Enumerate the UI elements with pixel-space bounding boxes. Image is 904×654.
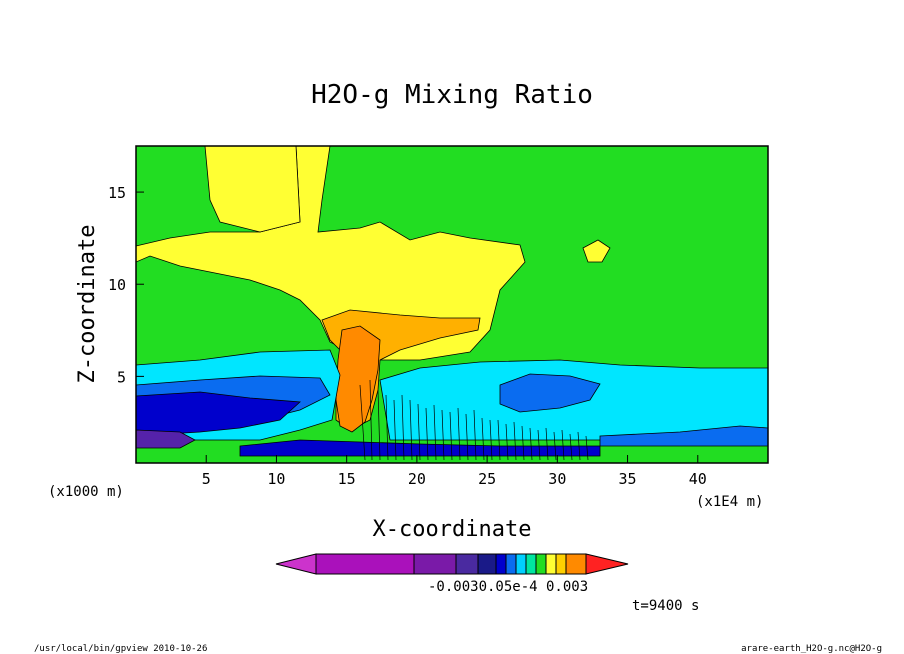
x-tick-label: 25 bbox=[478, 470, 496, 488]
y-tick-label: 5 bbox=[117, 368, 126, 386]
y-axis: 5 10 15 bbox=[108, 184, 144, 386]
x-tick-label: 35 bbox=[619, 470, 637, 488]
footer-left: /usr/local/bin/gpview 2010-10-26 bbox=[34, 644, 207, 654]
colorbar-segment bbox=[455, 553, 479, 575]
colorbar-segment bbox=[555, 553, 567, 575]
x-axis-label: X-coordinate bbox=[373, 517, 532, 542]
colorbar-segment bbox=[535, 553, 547, 575]
contour-yellow-right bbox=[582, 239, 611, 263]
colorbar-segment bbox=[495, 553, 507, 575]
plot-frame bbox=[135, 145, 769, 464]
contour-blue-right bbox=[499, 373, 601, 413]
colorbar-segment bbox=[477, 553, 497, 575]
x-tick-label: 20 bbox=[408, 470, 426, 488]
footer-right: arare-earth_H2O-g.nc@H2O-g bbox=[741, 644, 882, 654]
colorbar-labels: -0.0030.05e-4 0.003 bbox=[428, 579, 588, 595]
contour-yellow-left bbox=[204, 146, 301, 233]
x-tick-label: 40 bbox=[689, 470, 707, 488]
y-axis-label: Z-coordinate bbox=[75, 225, 100, 384]
y-tick-label: 15 bbox=[108, 184, 126, 202]
colorbar-arrow-low bbox=[275, 553, 317, 575]
colorbar-segment bbox=[565, 553, 587, 575]
contour-field bbox=[136, 146, 768, 463]
x-tick-label: 10 bbox=[267, 470, 285, 488]
colorbar-segment bbox=[515, 553, 527, 575]
x-unit-right: (x1E4 m) bbox=[696, 494, 763, 510]
contour-navy-bottom bbox=[239, 439, 601, 457]
colorbar bbox=[275, 553, 629, 575]
contour-purple-left bbox=[136, 429, 196, 449]
colorbar-segment bbox=[413, 553, 457, 575]
colorbar-segment bbox=[315, 553, 415, 575]
colorbar-segment bbox=[505, 553, 517, 575]
x-tick-label: 30 bbox=[548, 470, 566, 488]
x-tick-label: 5 bbox=[202, 470, 211, 488]
y-tick-label: 10 bbox=[108, 276, 126, 294]
time-label: t=9400 s bbox=[632, 598, 699, 614]
x-unit-left: (x1000 m) bbox=[48, 484, 124, 500]
x-axis: 5 10 15 20 25 30 35 40 bbox=[202, 455, 707, 488]
colorbar-arrow-high bbox=[585, 553, 629, 575]
chart-title: H2O-g Mixing Ratio bbox=[311, 80, 593, 110]
x-tick-label: 15 bbox=[338, 470, 356, 488]
colorbar-segment bbox=[545, 553, 557, 575]
turbulence-lines bbox=[359, 379, 589, 461]
colorbar-segment bbox=[525, 553, 537, 575]
